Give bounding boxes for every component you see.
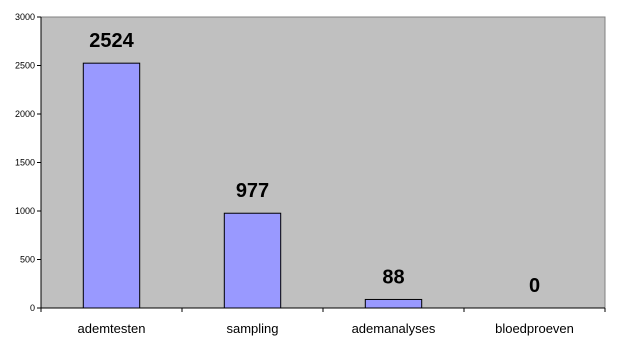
bar-ademanalyses (364, 298, 423, 309)
y-tick-label: 2500 (15, 61, 35, 71)
data-label-ademtesten: 2524 (89, 30, 134, 52)
data-label-bloedproeven: 0 (529, 275, 540, 297)
x-category-label: bloedproeven (495, 321, 574, 336)
y-tick-label: 0 (30, 303, 35, 313)
y-tick-label: 1500 (15, 158, 35, 168)
y-tick-label: 3000 (15, 12, 35, 22)
x-category-label: sampling (226, 321, 278, 336)
y-tick-label: 500 (20, 255, 35, 265)
bar-sampling (223, 212, 282, 309)
x-category-label: ademanalyses (352, 321, 436, 336)
data-label-ademanalyses: 88 (382, 266, 404, 288)
y-tick-label: 2000 (15, 109, 35, 119)
data-label-sampling: 977 (236, 180, 269, 202)
bar-ademtesten (82, 62, 141, 309)
x-category-label: ademtesten (78, 321, 146, 336)
y-tick-label: 1000 (15, 206, 35, 216)
